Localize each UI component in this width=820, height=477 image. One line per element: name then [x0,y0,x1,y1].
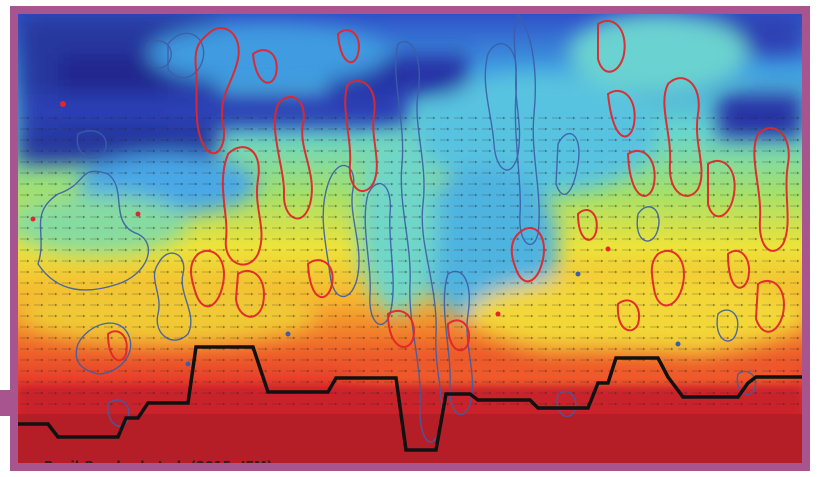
figure-citation: Revil-Baudard et al. (2015, JFM) [44,458,273,471]
negative-contours [37,14,757,443]
figure-frame: Revil-Baudard et al. (2015, JFM) [10,6,810,471]
bed-fill [18,414,802,463]
bed-profile-line [18,345,802,452]
positive-contours [106,19,790,362]
contour-markers [30,101,681,367]
frame-accent [0,390,12,416]
velocity-field-plot [18,14,802,463]
